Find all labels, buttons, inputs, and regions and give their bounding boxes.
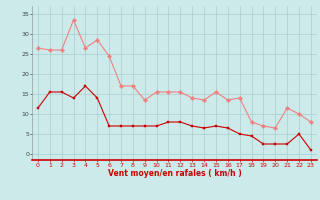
X-axis label: Vent moyen/en rafales ( km/h ): Vent moyen/en rafales ( km/h ) <box>108 169 241 178</box>
